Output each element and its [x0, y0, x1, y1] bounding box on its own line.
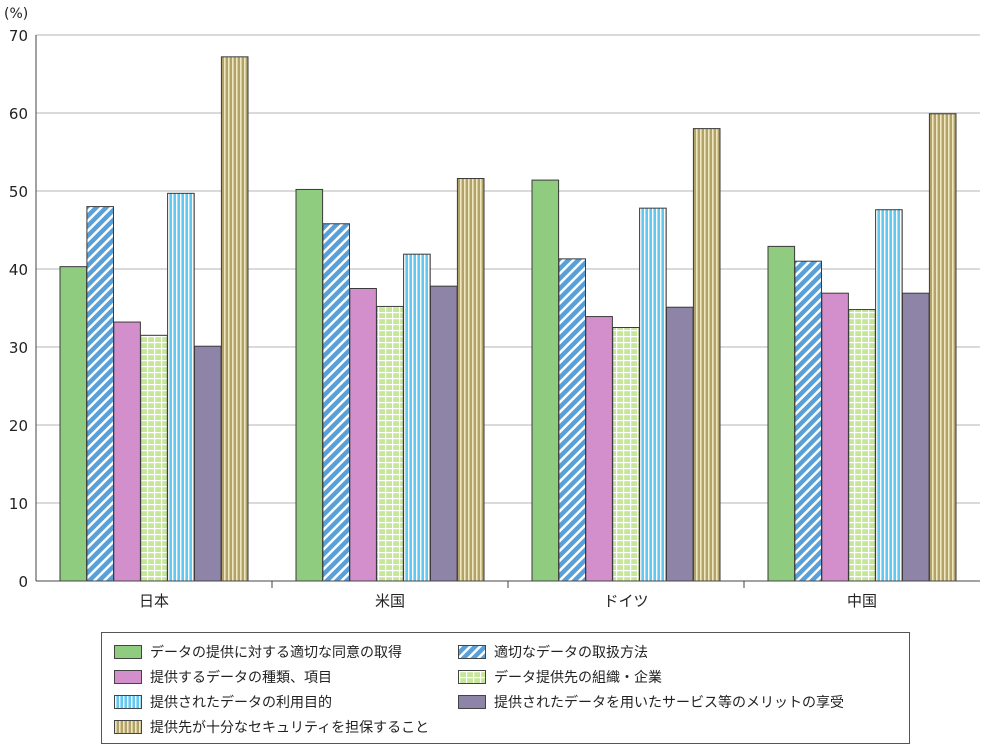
y-tick-label: 0: [18, 573, 28, 591]
bar: [639, 207, 667, 582]
chart-legend: データの提供に対する適切な同意の取得 適切なデータの取扱方法提供するデータの種類、…: [101, 632, 910, 744]
y-tick-label: 30: [9, 339, 28, 357]
bar: [928, 113, 957, 582]
legend-swatch: [114, 720, 142, 734]
y-tick-label: 20: [9, 417, 28, 435]
bar: [86, 206, 115, 582]
bar: [194, 345, 222, 582]
legend-item: 適切なデータの取扱方法: [458, 642, 648, 662]
bar-chart: 0 10 20 30 40 50 60 70 (%) 日本 米国 ドイツ 中国: [4, 6, 980, 610]
y-tick-label: 70: [9, 27, 28, 45]
bar: [59, 266, 88, 582]
bar: [167, 192, 195, 582]
legend-item: 提供されたデータの利用目的: [114, 692, 332, 712]
bar: [295, 188, 324, 582]
bar: [558, 258, 587, 582]
y-unit-label: (%): [4, 6, 28, 22]
legend-swatch: [458, 695, 486, 709]
legend-label: 提供するデータの種類、項目: [150, 670, 332, 686]
bar: [767, 245, 796, 582]
legend-swatch: [114, 645, 142, 659]
x-category-label: 中国: [847, 592, 877, 610]
bar: [220, 56, 249, 582]
bar: [430, 285, 458, 582]
x-category-label: 日本: [139, 592, 169, 610]
legend-label: 適切なデータの取扱方法: [494, 645, 648, 661]
bar: [403, 253, 431, 582]
x-category-label: 米国: [375, 592, 405, 610]
bar: [585, 316, 613, 582]
bar: [612, 327, 640, 582]
y-tick-label: 40: [9, 261, 28, 279]
y-tick-label: 60: [9, 105, 28, 123]
bar: [113, 321, 141, 582]
legend-item: 提供先が十分なセキュリティを担保すること: [114, 717, 429, 737]
legend-label: 提供されたデータの利用目的: [150, 695, 332, 711]
y-tick-label: 10: [9, 495, 28, 513]
bar: [848, 309, 876, 582]
bar: [140, 334, 168, 582]
bar: [531, 179, 560, 582]
bar: [692, 128, 721, 582]
bar: [322, 223, 350, 582]
legend-label: 提供先が十分なセキュリティを担保すること: [150, 720, 430, 736]
bar: [875, 209, 903, 582]
bar: [456, 178, 485, 582]
y-tick-label: 50: [9, 183, 28, 201]
legend-swatch: [458, 670, 486, 684]
legend-item: データの提供に対する適切な同意の取得: [114, 642, 402, 662]
bar: [902, 292, 930, 582]
legend-swatch: [458, 645, 486, 659]
bar: [349, 288, 377, 582]
legend-label: データの提供に対する適切な同意の取得: [150, 645, 402, 661]
legend-item: 提供するデータの種類、項目: [114, 667, 332, 687]
x-category-label: ドイツ: [603, 592, 648, 610]
bar: [821, 292, 849, 582]
legend-label: 提供されたデータを用いたサービス等のメリットの享受: [494, 695, 844, 711]
bar: [666, 306, 694, 582]
legend-swatch: [114, 695, 142, 709]
legend-item: 提供されたデータを用いたサービス等のメリットの享受: [458, 692, 844, 712]
bar: [376, 305, 404, 582]
legend-swatch: [114, 670, 142, 684]
legend-label: データ提供先の組織・企業: [494, 670, 662, 686]
bar: [794, 260, 823, 582]
legend-item: データ提供先の組織・企業: [458, 667, 662, 687]
